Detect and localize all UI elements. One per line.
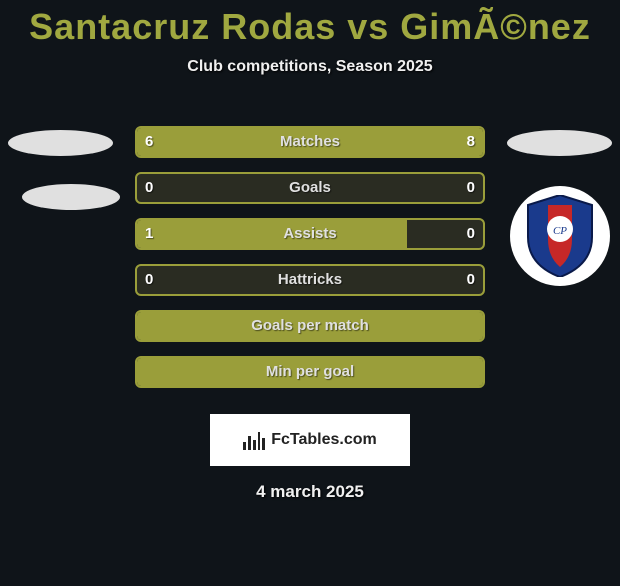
stat-label: Min per goal: [137, 358, 483, 386]
stat-label: Matches: [137, 128, 483, 156]
stat-label: Assists: [137, 220, 483, 248]
stat-value-right: 0: [467, 174, 475, 202]
stat-label: Goals per match: [137, 312, 483, 340]
stat-value-left: 1: [145, 220, 153, 248]
stats-panel: Matches68Goals00Assists10Hattricks00Goal…: [135, 126, 485, 402]
stat-row: Hattricks0 0: [135, 264, 485, 296]
stat-value-left: 6: [145, 128, 153, 156]
player-right-photo-placeholder: [507, 130, 612, 156]
player-left-photo-placeholder: [8, 130, 113, 156]
player-left-club-placeholder: [22, 184, 120, 210]
stat-label: Hattricks: [137, 266, 483, 294]
branding-label: FcTables.com: [271, 431, 377, 449]
stat-row: Matches6 8: [135, 126, 485, 158]
svg-text:CP: CP: [553, 225, 567, 237]
stat-value-left: 0: [145, 174, 153, 202]
stat-row: Assists1 0: [135, 218, 485, 250]
stat-row: Goals per match: [135, 310, 485, 342]
stat-value-right: 0: [467, 220, 475, 248]
comparison-infographic: Santacruz Rodas vs GimÃ©nez Club competi…: [0, 6, 620, 586]
shield-icon: CP: [526, 195, 594, 277]
stat-row: Min per goal: [135, 356, 485, 388]
chart-bars-icon: [243, 430, 265, 450]
player-right-club-badge: CP: [510, 186, 610, 286]
stat-value-right: 0: [467, 266, 475, 294]
stat-value-right: 8: [467, 128, 475, 156]
stat-label: Goals: [137, 174, 483, 202]
subtitle: Club competitions, Season 2025: [0, 58, 620, 76]
date-label: 4 march 2025: [0, 482, 620, 502]
stat-row: Goals0 0: [135, 172, 485, 204]
branding-badge[interactable]: FcTables.com: [210, 414, 410, 466]
page-title: Santacruz Rodas vs GimÃ©nez: [0, 6, 620, 48]
stat-value-left: 0: [145, 266, 153, 294]
